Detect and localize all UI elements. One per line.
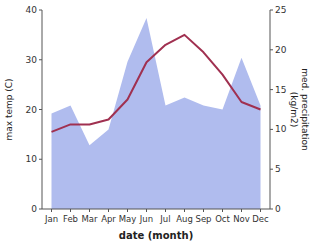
y2-tick-label: 0 (275, 204, 281, 214)
y2-tick-label: 20 (275, 45, 287, 55)
x-tick-label: Dec (252, 214, 269, 224)
x-tick (203, 209, 204, 212)
y2-axis-label-line: med. precipitation (300, 68, 310, 150)
y2-tick-label: 5 (275, 164, 281, 174)
x-axis-line (42, 209, 270, 210)
y-tick-label: 0 (31, 204, 37, 214)
y2-tick (270, 209, 273, 210)
x-tick (260, 209, 261, 212)
y2-tick (270, 89, 273, 90)
y2-tick (270, 10, 273, 11)
temperature-line (52, 35, 261, 132)
x-tick-label: May (119, 214, 137, 224)
x-tick (241, 209, 242, 212)
x-tick (108, 209, 109, 212)
x-tick-label: Jan (44, 214, 58, 224)
x-tick (184, 209, 185, 212)
y2-tick-label: 15 (275, 85, 286, 95)
y2-tick (270, 169, 273, 170)
x-tick (51, 209, 52, 212)
y-tick (39, 159, 42, 160)
x-tick (165, 209, 166, 212)
x-tick-label: Jul (159, 214, 170, 224)
x-tick-label: Mar (81, 214, 98, 224)
y-tick (39, 109, 42, 110)
y-tick (39, 209, 42, 210)
y-tick-label: 30 (26, 55, 38, 65)
y2-axis-label: med. precipitation(kg/m2) (289, 68, 310, 150)
x-tick-label: Aug (176, 214, 193, 224)
y-tick-label: 40 (26, 5, 38, 15)
y2-tick-label: 10 (275, 124, 287, 134)
y-tick-label: 10 (26, 154, 38, 164)
x-tick-label: Apr (101, 214, 116, 224)
x-tick (127, 209, 128, 212)
y2-axis-line (270, 10, 271, 209)
x-tick (146, 209, 147, 212)
y-tick-label: 20 (26, 105, 38, 115)
y-axis-label: max temp (C) (4, 78, 14, 140)
x-axis-label: date (month) (119, 230, 193, 241)
y2-tick (270, 49, 273, 50)
y2-tick (270, 129, 273, 130)
y-tick (39, 10, 42, 11)
y2-axis-label-line: (kg/m2) (289, 92, 299, 127)
y-tick (39, 59, 42, 60)
x-tick-label: Jun (139, 214, 153, 224)
x-tick (222, 209, 223, 212)
precipitation-area (52, 18, 261, 209)
marks (52, 18, 261, 209)
x-tick-label: Feb (63, 214, 78, 224)
x-tick (89, 209, 90, 212)
y2-tick-label: 25 (275, 5, 286, 15)
x-tick-label: Sep (195, 214, 211, 224)
chart: Jan FebMarAprMayJun Jul AugSep OctNovDec 0 10 2… (0, 0, 318, 247)
x-tick-label: Nov (233, 214, 250, 224)
x-tick (70, 209, 71, 212)
x-tick-label: Oct (215, 214, 230, 224)
